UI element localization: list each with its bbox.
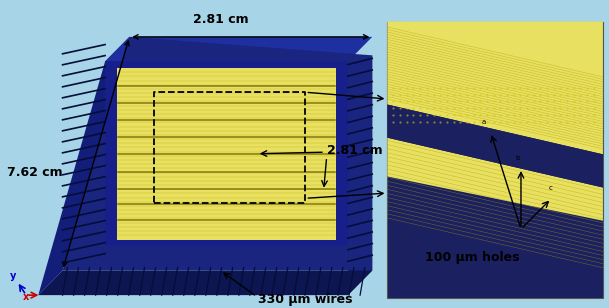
Polygon shape xyxy=(105,37,372,62)
Polygon shape xyxy=(387,22,603,154)
Text: 330 μm wires: 330 μm wires xyxy=(258,293,353,306)
Text: 7.62 cm: 7.62 cm xyxy=(7,166,63,179)
Text: a: a xyxy=(482,119,486,125)
Polygon shape xyxy=(387,104,603,188)
Text: c: c xyxy=(548,185,552,191)
Text: y: y xyxy=(10,271,16,281)
Polygon shape xyxy=(63,37,372,270)
Text: x: x xyxy=(23,292,29,302)
Text: b: b xyxy=(515,155,519,161)
Bar xyxy=(387,22,603,298)
Polygon shape xyxy=(38,37,129,295)
Polygon shape xyxy=(38,270,372,295)
Polygon shape xyxy=(105,62,348,246)
Polygon shape xyxy=(387,138,603,221)
Text: 2.81 cm: 2.81 cm xyxy=(192,14,248,26)
Text: 2.81 cm: 2.81 cm xyxy=(326,144,382,157)
Polygon shape xyxy=(348,55,372,295)
Polygon shape xyxy=(117,68,336,240)
Text: 100 μm holes: 100 μm holes xyxy=(425,250,519,264)
